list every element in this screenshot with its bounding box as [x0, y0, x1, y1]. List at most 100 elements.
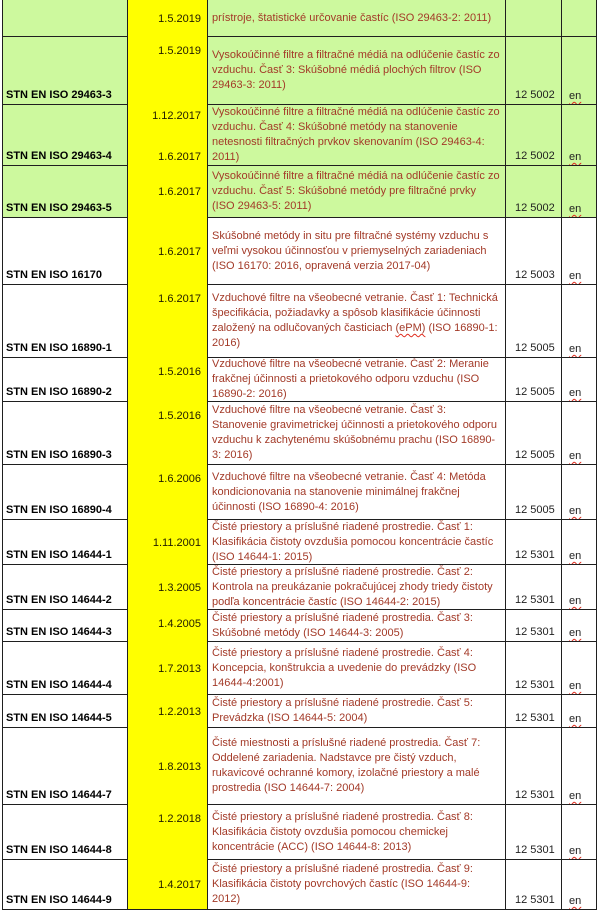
- effective-date-cell[interactable]: 1.4.2017: [128, 860, 208, 910]
- title-cell[interactable]: Vysokoúčinné filtre a filtračné médiá na…: [208, 37, 506, 105]
- title-cell[interactable]: Vzduchové filtre na všeobecné vetranie. …: [208, 285, 506, 358]
- standard-code: STN EN ISO 16170: [6, 269, 102, 281]
- standard-code-cell[interactable]: STN EN ISO 14644-2: [2, 565, 128, 610]
- title-cell[interactable]: Čisté priestory a príslušné riadené pros…: [208, 520, 506, 565]
- class-code-cell[interactable]: 12 5301: [506, 520, 562, 565]
- standard-code-cell[interactable]: STN EN ISO 16890-3: [2, 402, 128, 465]
- title-cell[interactable]: Čisté priestory a príslušné riadené pros…: [208, 695, 506, 728]
- language-cell[interactable]: en: [562, 610, 597, 642]
- language-cell[interactable]: en: [562, 465, 597, 520]
- standard-code-cell[interactable]: STN EN ISO 14644-5: [2, 695, 128, 728]
- standard-code-cell[interactable]: STN EN ISO 29463-4: [2, 105, 128, 166]
- effective-date-cell[interactable]: 1.12.2017 1.6.2017: [128, 105, 208, 166]
- class-code-cell[interactable]: 12 5002: [506, 37, 562, 105]
- class-code-cell[interactable]: 12 5301: [506, 805, 562, 860]
- effective-date-cell[interactable]: 1.5.2019: [128, 37, 208, 105]
- standard-code-cell[interactable]: STN EN ISO 16890-4: [2, 465, 128, 520]
- title-cell[interactable]: Vzduchové filtre na všeobecné vetranie. …: [208, 402, 506, 465]
- effective-date-cell[interactable]: 1.2.2013: [128, 695, 208, 728]
- effective-date-cell[interactable]: 1.11.2001: [128, 520, 208, 565]
- standard-code-cell[interactable]: [2, 0, 128, 37]
- title-cell[interactable]: Čisté priestory a príslušné riadené pros…: [208, 565, 506, 610]
- class-code-cell[interactable]: [506, 0, 562, 37]
- standard-code-cell[interactable]: STN EN ISO 16890-2: [2, 358, 128, 402]
- language-cell[interactable]: en: [562, 860, 597, 910]
- title-cell[interactable]: Vzduchové filtre na všeobecné vetranie. …: [208, 465, 506, 520]
- class-code-cell[interactable]: 12 5005: [506, 285, 562, 358]
- standard-code-cell[interactable]: STN EN ISO 14644-3: [2, 610, 128, 642]
- class-code: 12 5301: [515, 679, 555, 691]
- title-cell[interactable]: Vysokoúčinné filtre a filtračné médiá na…: [208, 105, 506, 166]
- title-cell[interactable]: Čisté priestory a príslušné riadené pros…: [208, 610, 506, 642]
- effective-date: 1.12.2017: [152, 110, 201, 122]
- title-cell[interactable]: Čisté miestnosti a príslušné riadené pro…: [208, 728, 506, 805]
- language-value: en: [569, 713, 582, 725]
- language-value: en: [569, 845, 582, 857]
- class-code-cell[interactable]: 12 5301: [506, 695, 562, 728]
- effective-date: 1.5.2016: [158, 410, 201, 422]
- class-code-cell[interactable]: 12 5002: [506, 166, 562, 218]
- standard-code-cell[interactable]: STN EN ISO 16170: [2, 218, 128, 285]
- effective-date-cell[interactable]: 1.6.2017: [128, 218, 208, 285]
- standard-title: Čisté priestory a príslušné riadené pros…: [212, 520, 494, 563]
- effective-date-cell[interactable]: 1.8.2013: [128, 728, 208, 805]
- effective-date-cell[interactable]: 1.6.2017: [128, 285, 208, 358]
- effective-date-cell[interactable]: 1.4.2005: [128, 610, 208, 642]
- standard-code-cell[interactable]: STN EN ISO 29463-3: [2, 37, 128, 105]
- language-cell[interactable]: en: [562, 105, 597, 166]
- standard-title: Čisté priestory a príslušné riadené pros…: [212, 565, 493, 608]
- standard-title: Čisté miestnosti a príslušné riadené pro…: [212, 737, 481, 794]
- table-row: STN EN ISO 16890-4 1.6.2006 Vzduchové fi…: [2, 465, 597, 520]
- standard-title: Vysokoúčinné filtre a filtračné médiá na…: [212, 49, 500, 91]
- effective-date-cell[interactable]: 1.6.2017: [128, 166, 208, 218]
- effective-date-cell[interactable]: 1.2.2018: [128, 805, 208, 860]
- title-cell[interactable]: prístroje, štatistické určovanie častíc …: [208, 0, 506, 37]
- class-code-cell[interactable]: 12 5301: [506, 565, 562, 610]
- standard-code-cell[interactable]: STN EN ISO 14644-7: [2, 728, 128, 805]
- class-code-cell[interactable]: 12 5301: [506, 860, 562, 910]
- standard-code: STN EN ISO 14644-1: [6, 549, 112, 561]
- language-cell[interactable]: en: [562, 695, 597, 728]
- class-code-cell[interactable]: 12 5003: [506, 218, 562, 285]
- effective-date-cell[interactable]: 1.5.2016: [128, 358, 208, 402]
- title-cell[interactable]: Čisté priestory a príslušné riadené pros…: [208, 860, 506, 910]
- language-cell[interactable]: en: [562, 402, 597, 465]
- standard-code-cell[interactable]: STN EN ISO 14644-1: [2, 520, 128, 565]
- table-row: STN EN ISO 14644-1 1.11.2001 Čisté pries…: [2, 520, 597, 565]
- class-code-cell[interactable]: 12 5005: [506, 402, 562, 465]
- language-cell[interactable]: en: [562, 565, 597, 610]
- title-cell[interactable]: Čisté priestory a príslušné riadené pros…: [208, 642, 506, 695]
- class-code-cell[interactable]: 12 5301: [506, 610, 562, 642]
- title-cell[interactable]: Čisté priestory a príslušné riadené pros…: [208, 805, 506, 860]
- language-cell[interactable]: en: [562, 520, 597, 565]
- title-cell[interactable]: Vzduchové filtre na všeobecné vetranie. …: [208, 358, 506, 402]
- standard-code: STN EN ISO 16890-4: [6, 504, 112, 516]
- class-code-cell[interactable]: 12 5002: [506, 105, 562, 166]
- language-cell[interactable]: en: [562, 358, 597, 402]
- standard-code-cell[interactable]: STN EN ISO 29463-5: [2, 166, 128, 218]
- standard-code-cell[interactable]: STN EN ISO 14644-9: [2, 860, 128, 910]
- language-cell[interactable]: en: [562, 805, 597, 860]
- effective-date-cell[interactable]: 1.6.2006: [128, 465, 208, 520]
- title-cell[interactable]: Skúšobné metódy in situ pre filtračné sy…: [208, 218, 506, 285]
- effective-date-cell[interactable]: 1.3.2005: [128, 565, 208, 610]
- language-cell[interactable]: en: [562, 218, 597, 285]
- language-cell[interactable]: en: [562, 285, 597, 358]
- language-cell[interactable]: en: [562, 728, 597, 805]
- language-cell[interactable]: en: [562, 642, 597, 695]
- standard-code-cell[interactable]: STN EN ISO 14644-4: [2, 642, 128, 695]
- class-code-cell[interactable]: 12 5301: [506, 728, 562, 805]
- language-cell[interactable]: en: [562, 37, 597, 105]
- class-code-cell[interactable]: 12 5005: [506, 358, 562, 402]
- language-cell[interactable]: [562, 0, 597, 37]
- language-cell[interactable]: en: [562, 166, 597, 218]
- effective-date-cell[interactable]: 1.5.2019: [128, 0, 208, 37]
- standard-code-cell[interactable]: STN EN ISO 14644-8: [2, 805, 128, 860]
- class-code-cell[interactable]: 12 5301: [506, 642, 562, 695]
- effective-date-cell[interactable]: 1.7.2013: [128, 642, 208, 695]
- effective-date-cell[interactable]: 1.5.2016: [128, 402, 208, 465]
- class-code-cell[interactable]: 12 5005: [506, 465, 562, 520]
- title-cell[interactable]: Vysokoúčinné filtre a filtračné médiá na…: [208, 166, 506, 218]
- standard-code-cell[interactable]: STN EN ISO 16890-1: [2, 285, 128, 358]
